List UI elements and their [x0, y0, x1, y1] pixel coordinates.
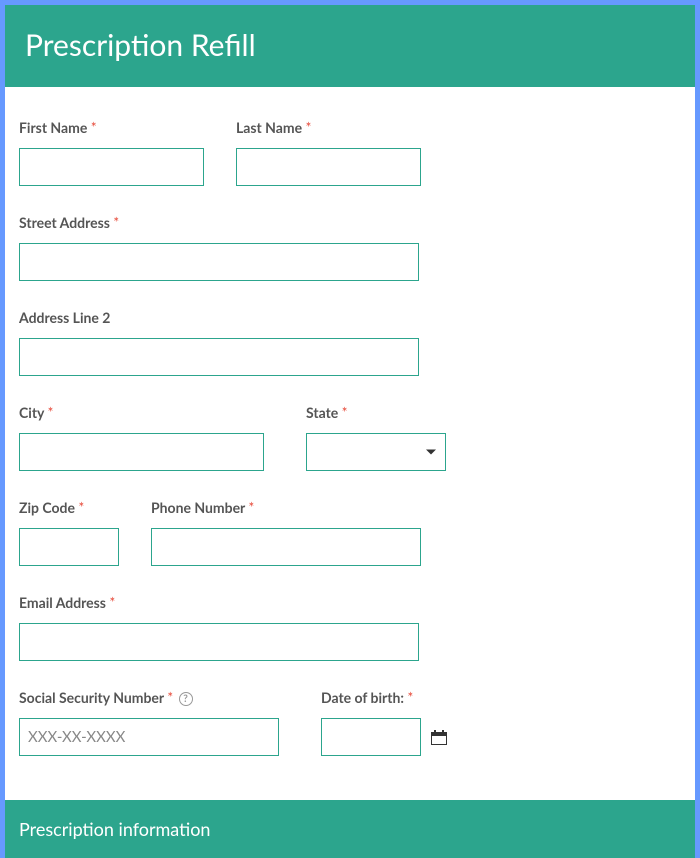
required-marker: *: [109, 594, 115, 611]
required-marker: *: [167, 689, 173, 706]
help-icon[interactable]: ?: [179, 692, 193, 706]
form-body: First Name * Last Name * Street Address …: [5, 87, 695, 792]
city-field: City *: [19, 404, 264, 471]
zip-label: Zip Code *: [19, 499, 119, 516]
zip-input[interactable]: [19, 528, 119, 566]
last-name-input[interactable]: [236, 148, 421, 186]
required-marker: *: [407, 689, 413, 706]
calendar-icon[interactable]: [431, 730, 447, 745]
first-name-label: First Name *: [19, 119, 204, 136]
state-label: State *: [306, 404, 446, 421]
required-marker: *: [305, 119, 311, 136]
required-marker: *: [248, 499, 254, 516]
street-address-label: Street Address *: [19, 214, 419, 231]
zip-field: Zip Code *: [19, 499, 119, 566]
email-field: Email Address *: [19, 594, 419, 661]
required-marker: *: [47, 404, 53, 421]
required-marker: *: [113, 214, 119, 231]
street-address-field: Street Address *: [19, 214, 419, 281]
city-label: City *: [19, 404, 264, 421]
ssn-field: Social Security Number * ?: [19, 689, 279, 756]
last-name-label: Last Name *: [236, 119, 421, 136]
prescription-section-header: Prescription information: [5, 800, 695, 858]
ssn-label: Social Security Number * ?: [19, 689, 279, 706]
phone-label: Phone Number *: [151, 499, 421, 516]
dob-input[interactable]: [321, 718, 421, 756]
email-input[interactable]: [19, 623, 419, 661]
street-address-input[interactable]: [19, 243, 419, 281]
address-line-2-label: Address Line 2: [19, 309, 419, 326]
first-name-input[interactable]: [19, 148, 204, 186]
required-marker: *: [342, 404, 348, 421]
email-label: Email Address *: [19, 594, 419, 611]
address-line-2-input[interactable]: [19, 338, 419, 376]
first-name-field: First Name *: [19, 119, 204, 186]
last-name-field: Last Name *: [236, 119, 421, 186]
form-page: Prescription Refill First Name * Last Na…: [5, 5, 695, 825]
form-header: Prescription Refill: [5, 5, 695, 87]
phone-input[interactable]: [151, 528, 421, 566]
state-field: State *: [306, 404, 446, 471]
address-line-2-field: Address Line 2: [19, 309, 419, 376]
ssn-input[interactable]: [19, 718, 279, 756]
state-select[interactable]: [306, 433, 446, 471]
required-marker: *: [78, 499, 84, 516]
required-marker: *: [91, 119, 97, 136]
phone-field: Phone Number *: [151, 499, 421, 566]
dob-field: Date of birth: *: [321, 689, 471, 756]
city-input[interactable]: [19, 433, 264, 471]
dob-label: Date of birth: *: [321, 689, 471, 706]
page-title: Prescription Refill: [25, 27, 675, 63]
